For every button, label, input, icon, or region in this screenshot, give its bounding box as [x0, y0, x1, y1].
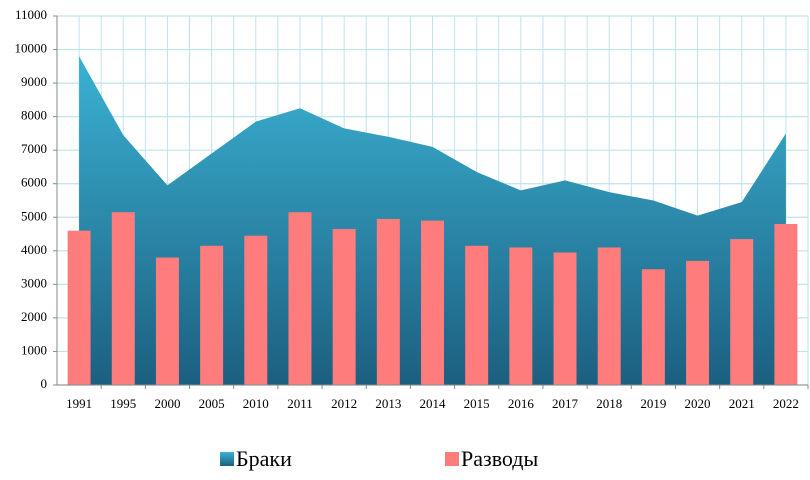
bar	[641, 269, 665, 385]
bar	[288, 212, 312, 385]
bar	[111, 212, 135, 385]
y-tick-label: 8000	[21, 108, 47, 123]
x-tick-label: 2011	[287, 396, 313, 411]
y-tick-label: 5000	[21, 208, 47, 223]
bar	[155, 257, 179, 385]
bar	[686, 260, 710, 385]
x-tick-label: 2021	[729, 396, 755, 411]
x-tick-label: 2019	[640, 396, 666, 411]
y-tick-label: 6000	[21, 175, 47, 190]
bar	[465, 245, 489, 385]
legend-swatch	[220, 452, 234, 466]
x-tick-label: 2000	[154, 396, 180, 411]
bar	[597, 247, 621, 385]
x-tick-label: 2022	[773, 396, 799, 411]
y-tick-label: 1000	[21, 342, 47, 357]
x-tick-label: 2014	[420, 396, 447, 411]
x-tick-label: 2012	[331, 396, 357, 411]
x-tick-label: 2013	[375, 396, 401, 411]
x-tick-label: 2016	[508, 396, 535, 411]
bar	[730, 239, 754, 385]
x-tick-label: 2020	[685, 396, 711, 411]
y-tick-label: 10000	[15, 41, 48, 56]
x-tick-label: 2015	[464, 396, 490, 411]
x-tick-label: 1991	[66, 396, 92, 411]
bar	[774, 223, 798, 385]
legend-swatch	[445, 452, 459, 466]
y-tick-label: 3000	[21, 275, 47, 290]
y-tick-label: 11000	[15, 7, 47, 22]
bar	[421, 220, 444, 385]
bar	[376, 218, 400, 385]
y-tick-label: 2000	[21, 309, 47, 324]
x-tick-label: 2018	[596, 396, 622, 411]
bar	[200, 245, 224, 385]
bar	[67, 230, 91, 385]
x-tick-label: 2017	[552, 396, 579, 411]
bar	[553, 252, 577, 385]
legend-label: Разводы	[461, 446, 538, 471]
y-tick-label: 0	[41, 376, 48, 391]
y-tick-label: 7000	[21, 141, 47, 156]
bar	[332, 229, 356, 385]
bar	[244, 235, 268, 385]
legend: Браки Разводы	[220, 446, 538, 471]
x-tick-label: 2005	[199, 396, 225, 411]
bar	[509, 247, 533, 385]
legend-label: Браки	[236, 446, 292, 471]
y-tick-label: 9000	[21, 74, 47, 89]
x-tick-label: 1995	[110, 396, 136, 411]
x-tick-label: 2010	[243, 396, 269, 411]
y-tick-label: 4000	[21, 242, 47, 257]
